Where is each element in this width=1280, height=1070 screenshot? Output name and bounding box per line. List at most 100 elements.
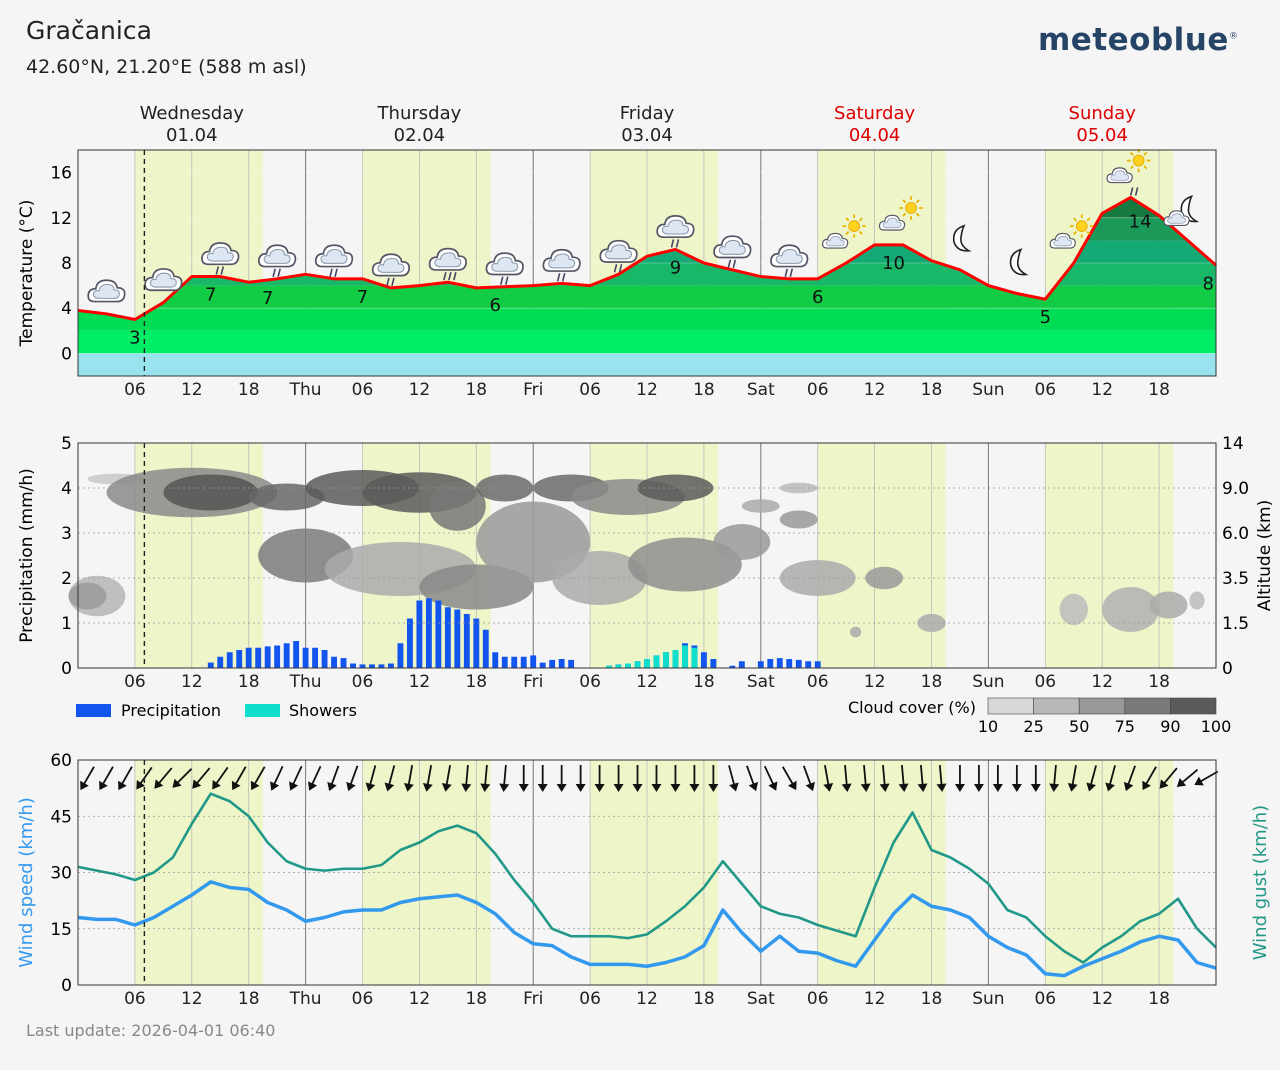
day-date: 01.04 — [166, 125, 218, 146]
precipitation-bar — [767, 659, 774, 668]
precipitation-bar — [406, 618, 413, 668]
temperature-value-label: 8 — [1203, 273, 1214, 294]
x-tick-label: 12 — [636, 672, 658, 692]
cloud-legend-swatch — [1170, 697, 1217, 715]
precipitation-bar — [805, 661, 812, 668]
x-tick-label: 12 — [864, 989, 886, 1009]
x-tick-label: 18 — [465, 672, 487, 692]
wind-direction-arrow — [118, 766, 133, 791]
cloud-icon — [314, 244, 354, 268]
raindrop-icon — [448, 272, 452, 281]
wind-gust-line — [77, 792, 1217, 964]
wind-direction-arrow — [1067, 765, 1078, 792]
y-tick-label: 5 — [61, 434, 72, 454]
temperature-band — [78, 330, 1216, 354]
wind-direction-arrow — [308, 765, 322, 791]
day-date: 04.04 — [849, 125, 901, 146]
x-tick-label: 18 — [921, 989, 943, 1009]
x-tick-label: 18 — [1148, 380, 1170, 400]
cloud-cover-blob — [849, 626, 862, 638]
legend-label: Showers — [289, 701, 357, 720]
day-date: 03.04 — [621, 125, 673, 146]
precipitation-bar — [814, 661, 821, 668]
precipitation-bar — [274, 645, 281, 668]
day-date: 02.04 — [394, 125, 446, 146]
arrow-head — [632, 784, 643, 792]
daylight-band — [1045, 443, 1174, 668]
precipitation-bar — [558, 659, 565, 668]
temperature-line — [77, 195, 1217, 321]
raindrop-icon — [443, 272, 447, 281]
raindrop-icon — [504, 276, 509, 285]
cloud-rain-icon — [485, 252, 524, 285]
arrow-head — [461, 783, 472, 792]
shower-bar — [625, 663, 631, 668]
wind-direction-arrow — [1159, 767, 1178, 789]
last-update: Last update: 2026-04-01 06:40 — [26, 1021, 276, 1040]
day-name: Saturday — [834, 103, 915, 124]
wind-direction-arrow — [781, 766, 797, 791]
wind-direction-arrow — [841, 764, 852, 792]
x-tick-label: Sat — [747, 672, 775, 692]
x-tick-label: 18 — [921, 380, 943, 400]
y-axis-label: Temperature (°C) — [17, 200, 37, 348]
precipitation-bar — [757, 661, 764, 668]
arrow-head — [289, 781, 299, 791]
raindrop-icon — [561, 273, 566, 282]
wind-direction-arrow — [898, 764, 909, 792]
arrow-head — [1194, 776, 1204, 786]
precipitation-bar — [217, 656, 224, 668]
cloud-rain-icon — [656, 214, 695, 248]
cloud-legend-level: 90 — [1160, 717, 1180, 736]
x-tick-label: 12 — [1091, 989, 1113, 1009]
precipitation-bar — [388, 663, 394, 668]
precipitation-bar — [710, 659, 717, 668]
x-tick-label: 06 — [352, 380, 374, 400]
precipitation-bar — [283, 643, 290, 668]
arrow-head — [384, 782, 395, 792]
wind-direction-arrow — [1105, 765, 1116, 792]
x-tick-label: 06 — [124, 380, 146, 400]
y-tick-label: 8 — [61, 254, 72, 274]
day-date: 05.04 — [1076, 125, 1128, 146]
wind-direction-arrow — [973, 765, 984, 792]
cloud-legend-title: Cloud cover (%) — [848, 698, 976, 717]
cloud-legend-swatch — [987, 697, 1034, 715]
arrow-head — [917, 783, 928, 792]
raindrop-icon — [789, 268, 794, 278]
wind-direction-arrow — [689, 765, 700, 792]
cloud-cover-blob — [1149, 591, 1188, 619]
y2-tick-label: 9.0 — [1222, 479, 1249, 499]
arrow-head — [172, 778, 182, 788]
precipitation-bar — [425, 598, 432, 668]
precipitation-bar — [700, 652, 707, 668]
raindrop-icon — [453, 272, 457, 281]
arrow-head — [768, 781, 778, 791]
raindrop-icon — [675, 239, 680, 248]
raindrop-icon — [334, 268, 338, 278]
x-tick-label: Thu — [289, 672, 322, 692]
y-tick-label: 1 — [61, 614, 72, 634]
cloud-icon — [87, 279, 126, 303]
arrow-head — [1176, 778, 1187, 787]
brand-logo[interactable]: meteoblue® — [1038, 22, 1239, 58]
wind-direction-arrow — [441, 765, 452, 792]
wind-direction-arrow — [670, 765, 681, 792]
x-tick-label: 06 — [579, 989, 601, 1009]
y-tick-label: 15 — [50, 920, 72, 940]
wind-direction-arrow — [1030, 765, 1041, 792]
wind-direction-arrow — [1049, 764, 1060, 792]
precipitation-bar — [397, 643, 404, 668]
arrow-head — [1086, 782, 1096, 792]
x-tick-label: 06 — [807, 380, 829, 400]
precipitation-bar — [776, 658, 783, 668]
arrow-head — [670, 784, 681, 792]
wind-direction-arrow — [860, 764, 871, 792]
y-tick-label: 4 — [61, 299, 72, 319]
precipitation-bar — [435, 600, 442, 668]
arrow-head — [327, 781, 337, 792]
raindrop-icon — [499, 276, 504, 285]
precipitation-bar — [255, 647, 262, 668]
shower-bar — [672, 650, 679, 668]
shower-bar — [653, 655, 660, 668]
